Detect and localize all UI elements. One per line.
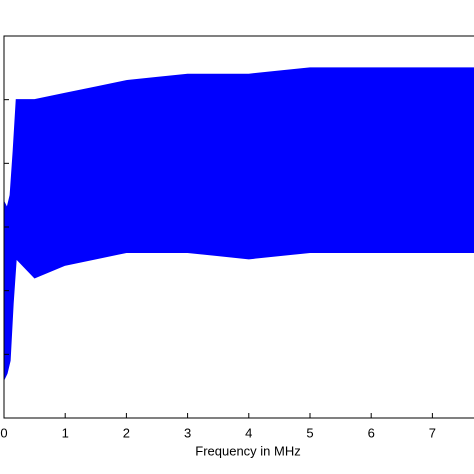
x-tick-label: 7: [429, 425, 436, 440]
x-tick-label: 3: [184, 425, 191, 440]
signal-envelope: [3, 67, 474, 210]
x-tick-label: 4: [245, 425, 252, 440]
x-tick-label: 5: [306, 425, 313, 440]
x-axis-label: Frequency in MHz: [195, 443, 300, 458]
x-tick-label: 6: [368, 425, 375, 440]
x-tick-label: 2: [123, 425, 130, 440]
signal-envelope: [3, 251, 474, 381]
x-tick-label: 1: [62, 425, 69, 440]
x-tick-label: 0: [0, 425, 7, 440]
signal-band: [4, 67, 474, 380]
